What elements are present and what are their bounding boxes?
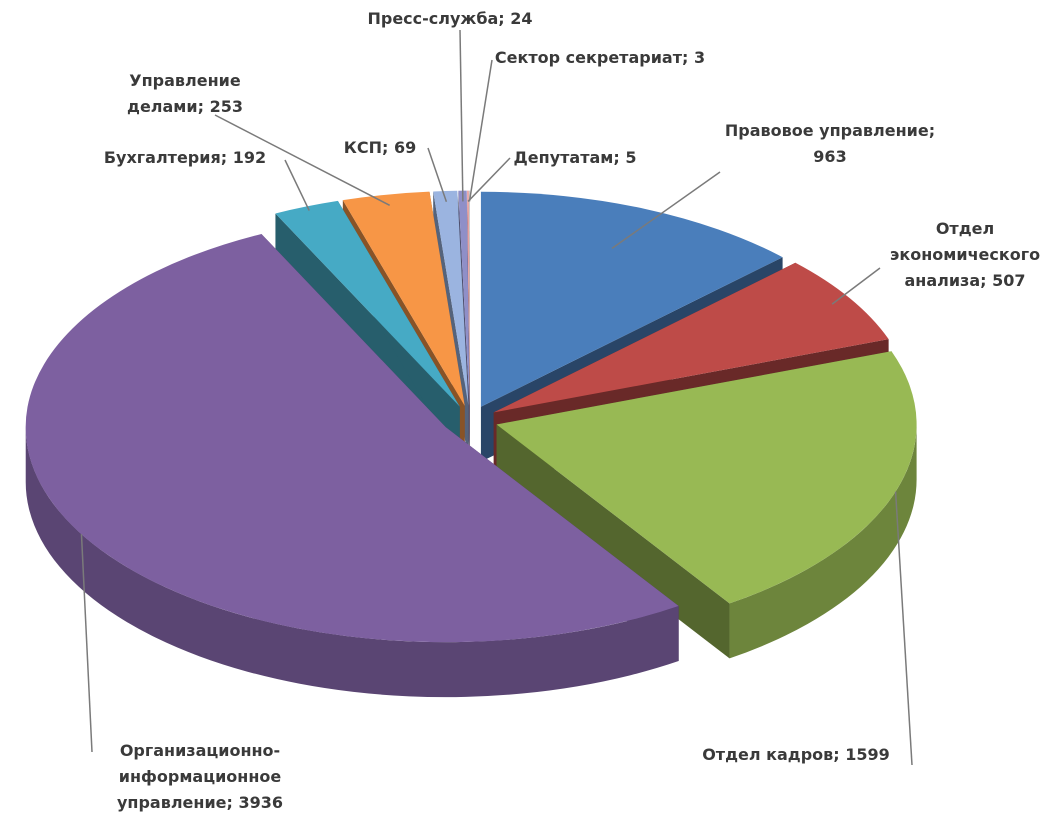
slice-top <box>458 190 470 406</box>
label-category: Отдел кадров <box>702 745 834 764</box>
label-value: 3 <box>693 48 706 67</box>
label-value: 192 <box>232 148 267 167</box>
data-label: Депутатам; 5 <box>500 145 650 171</box>
leader-line <box>214 114 390 206</box>
leader-line <box>80 534 93 753</box>
data-label: Пресс-служба; 24 <box>360 6 540 32</box>
label-separator: ; <box>681 48 694 67</box>
slice-top <box>433 190 469 406</box>
label-separator: ; <box>613 148 626 167</box>
label-value: 69 <box>393 138 417 157</box>
slice-top <box>342 191 465 406</box>
label-separator: ; <box>381 138 394 157</box>
label-separator: ; <box>980 271 993 290</box>
slice-top <box>468 190 470 406</box>
label-separator: ; <box>833 745 846 764</box>
data-label: Отдел экономического анализа; 507 <box>880 216 1050 294</box>
data-label: Правовое управление; 963 <box>720 118 940 170</box>
leader-line <box>284 159 310 211</box>
slice-top <box>25 233 679 643</box>
label-value: 253 <box>209 97 243 116</box>
label-value: 5 <box>625 148 637 167</box>
slice-top <box>275 200 460 407</box>
label-category: Сектор секретариат <box>494 48 682 67</box>
label-category: Пресс-служба <box>367 9 499 28</box>
slice <box>496 351 917 659</box>
label-separator: ; <box>498 9 511 28</box>
label-category: Организационно-информационное управление <box>116 741 282 812</box>
leader-line <box>468 59 493 202</box>
label-value: 1599 <box>845 745 890 764</box>
label-value: 963 <box>813 147 847 166</box>
label-category: Отдел экономического анализа <box>889 219 1041 290</box>
leader-line <box>611 171 721 250</box>
label-category: Управление делами <box>127 71 241 116</box>
label-category: Бухгалтерия <box>103 148 221 167</box>
leader-line <box>459 29 464 202</box>
label-value: 24 <box>510 9 533 28</box>
slice <box>25 233 679 698</box>
leader-line <box>831 267 881 305</box>
leader-line <box>894 491 913 766</box>
leader-line <box>467 157 511 202</box>
label-category: Правовое управление <box>724 121 929 140</box>
slice-top <box>480 191 783 407</box>
data-label: Организационно-информационное управление… <box>80 738 320 816</box>
data-label: Управление делами; 253 <box>110 68 260 120</box>
label-category: Депутатам <box>513 148 614 167</box>
slice-side <box>729 424 917 659</box>
data-label: Отдел кадров; 1599 <box>676 742 916 768</box>
slice-top <box>493 262 889 413</box>
label-value: 3936 <box>238 793 284 812</box>
slice-wall <box>496 424 730 659</box>
data-label: Сектор секретариат; 3 <box>470 45 730 71</box>
label-separator: ; <box>928 121 936 140</box>
label-category: КСП <box>343 138 382 157</box>
slice-side <box>25 427 679 698</box>
data-label: Бухгалтерия; 192 <box>90 145 280 171</box>
slice-top <box>467 190 470 406</box>
label-value: 507 <box>992 271 1026 290</box>
label-separator: ; <box>226 793 239 812</box>
slice-top <box>496 351 917 604</box>
data-label: КСП; 69 <box>340 135 420 161</box>
label-separator: ; <box>197 97 210 116</box>
label-separator: ; <box>220 148 233 167</box>
leader-line <box>427 147 448 202</box>
